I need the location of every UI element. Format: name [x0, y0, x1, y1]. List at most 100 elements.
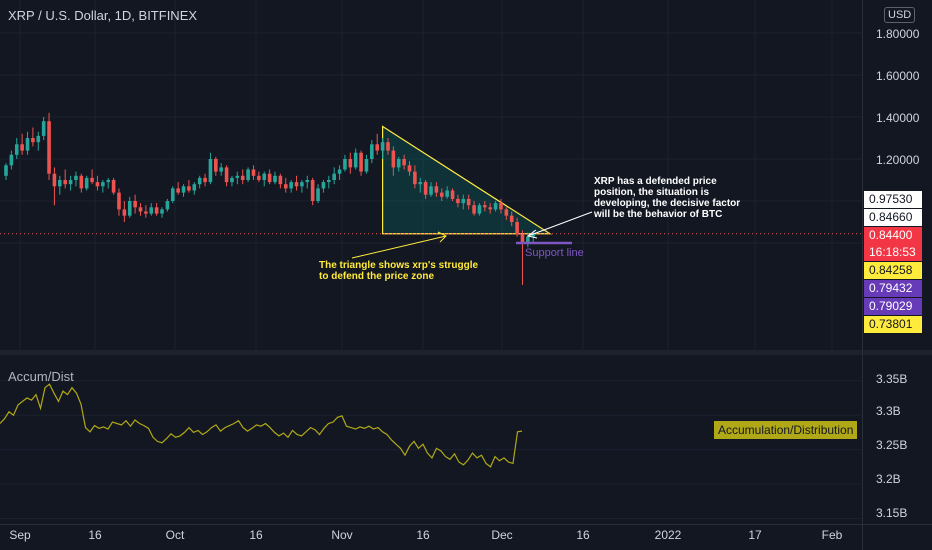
candle-body — [504, 209, 509, 216]
candle-body — [267, 173, 272, 183]
candle-body — [63, 180, 67, 185]
price-tag-support: 0.79432 — [864, 280, 922, 297]
time-axis-label: Oct — [165, 528, 185, 542]
candle-body — [144, 211, 148, 214]
candle-body — [31, 138, 35, 143]
candle-body — [499, 203, 503, 210]
candle-body — [526, 236, 530, 243]
candle-body — [273, 175, 277, 183]
price-chart-pane[interactable] — [0, 0, 862, 350]
pane-divider[interactable] — [0, 350, 932, 355]
candle-body — [90, 177, 94, 183]
candle-body — [25, 138, 30, 151]
candle-body — [192, 184, 197, 191]
candle-body — [122, 209, 127, 216]
candle-body — [488, 207, 492, 210]
indicator-axis-label: 3.2B — [876, 472, 901, 486]
candle-body — [235, 175, 240, 178]
candle-body — [461, 198, 466, 204]
price-tag-support: 0.79029 — [864, 298, 922, 315]
price-axis-label: 1.40000 — [876, 111, 920, 125]
indicator-axis-label: 3.15B — [876, 506, 908, 520]
indicator-canvas[interactable] — [0, 355, 862, 525]
candle-body — [466, 198, 471, 206]
time-axis-label: 16 — [88, 528, 102, 542]
candle-body — [300, 182, 304, 187]
time-axis-label: 17 — [748, 528, 762, 542]
candle-body — [101, 182, 105, 187]
candle-body — [348, 159, 353, 168]
candle-body — [14, 144, 19, 155]
indicator-title[interactable]: Accum/Dist — [8, 369, 74, 384]
candle-body — [289, 182, 293, 189]
price-axis-label: 1.80000 — [876, 27, 920, 41]
current-price-tag: 0.84400 — [864, 227, 922, 244]
arrow-head — [437, 231, 447, 243]
symbol-title[interactable]: XRP / U.S. Dollar, 1D, BITFINEX — [8, 8, 198, 23]
triangle-annotation[interactable]: The triangle shows xrp's struggle to def… — [319, 260, 479, 282]
candle-body — [520, 234, 525, 243]
candle-body — [515, 222, 519, 235]
candle-body — [187, 186, 191, 191]
arrow-head — [526, 229, 538, 239]
candle-body — [246, 169, 250, 180]
time-axis-label: 16 — [249, 528, 263, 542]
indicator-value-badge: Accumulation/Distribution — [714, 421, 858, 439]
candle-body — [327, 180, 331, 183]
candle-body — [176, 188, 180, 193]
candle-body — [52, 173, 57, 187]
candle-body — [203, 177, 207, 183]
time-axis-label: Feb — [821, 528, 843, 542]
candle-body — [310, 180, 315, 201]
btc-annotation[interactable]: XRP has a defended price position, the s… — [594, 176, 741, 220]
indicator-pane[interactable] — [0, 355, 862, 525]
candle-body — [208, 159, 213, 183]
time-axis-label: 16 — [576, 528, 590, 542]
candle-body — [413, 171, 417, 185]
candle-body — [58, 180, 62, 187]
candle-body — [224, 167, 229, 183]
candle-body — [407, 165, 412, 172]
candle-body — [294, 182, 299, 187]
candle-body — [445, 190, 449, 197]
price-axis-label: 1.60000 — [876, 69, 920, 83]
candle-body — [423, 182, 428, 195]
candle-body — [219, 167, 223, 172]
candle-body — [343, 159, 347, 170]
candle-body — [278, 175, 283, 185]
price-axis-label: 1.20000 — [876, 153, 920, 167]
candle-body — [472, 205, 476, 214]
candle-body — [332, 173, 336, 180]
candle-body — [391, 150, 396, 168]
indicator-axis-label: 3.3B — [876, 404, 901, 418]
candle-body — [251, 169, 256, 176]
candle-body — [483, 205, 487, 208]
price-tag-triangle: 0.73801 — [864, 316, 922, 333]
time-axis-separator — [0, 524, 932, 525]
price-tag-high: 0.97530 — [864, 191, 922, 208]
candle-body — [386, 142, 390, 151]
candle-body — [106, 180, 111, 183]
candle-body — [434, 186, 439, 193]
candle-body — [74, 175, 78, 180]
candle-body — [9, 154, 14, 166]
candle-body — [165, 201, 170, 210]
candle-body — [4, 165, 8, 176]
candle-body — [181, 186, 186, 193]
candle-body — [36, 135, 41, 143]
candle-body — [429, 186, 433, 195]
accum-dist-line — [0, 383, 523, 468]
candle-body — [456, 198, 460, 204]
annotation-arrow — [351, 235, 447, 259]
time-axis-label: Dec — [491, 528, 513, 542]
candle-body — [439, 192, 444, 197]
currency-button[interactable]: USD — [884, 7, 916, 23]
price-chart-canvas[interactable] — [0, 0, 862, 350]
support-line-label[interactable]: Support line — [525, 247, 584, 259]
candle-body — [111, 180, 116, 193]
candle-body — [305, 180, 310, 183]
candle-body — [95, 182, 100, 187]
candle-body — [138, 207, 143, 212]
candle-body — [230, 177, 234, 183]
candle-body — [154, 207, 159, 214]
